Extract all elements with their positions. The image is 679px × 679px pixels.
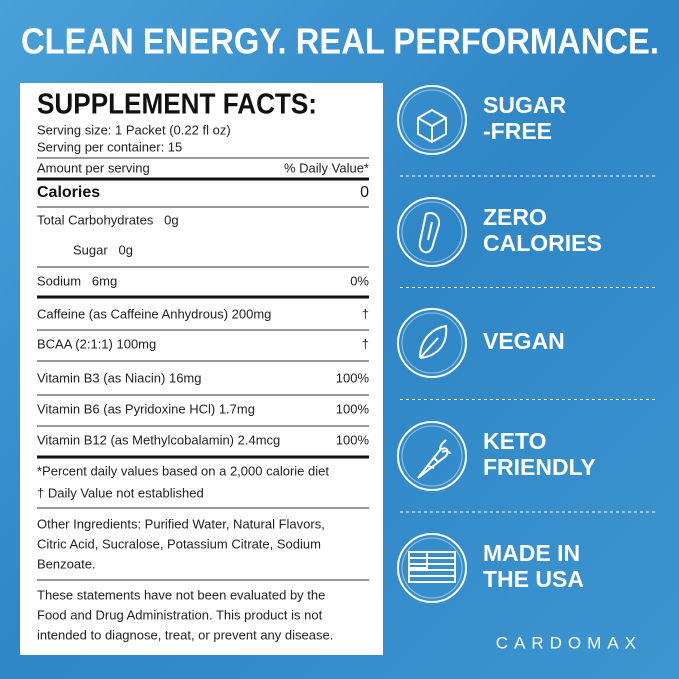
facts-title: SUPPLEMENT FACTS: <box>37 89 317 121</box>
fact-label: Vitamin B12 (as Methylcobalamin) 2.4mcg <box>37 432 280 447</box>
serving-size: Serving size: 1 Packet (0.22 fl oz) <box>37 122 231 137</box>
calories-label: Calories <box>37 184 100 201</box>
badge-circle <box>397 533 467 603</box>
badge-circle <box>397 308 467 378</box>
amount-label: Amount per serving <box>37 160 150 175</box>
brand: CARDOMAX <box>496 633 642 652</box>
dv-label: % Daily Value* <box>284 160 369 175</box>
fact-label: Vitamin B3 (as Niacin) 16mg <box>37 370 202 385</box>
badge-label: KETO <box>483 428 546 454</box>
fact-label: Vitamin B6 (as Pyridoxine HCl) 1.7mg <box>37 401 255 416</box>
fact-label: BCAA (2:1:1) 100mg <box>37 336 156 351</box>
badge-ring <box>401 425 463 487</box>
badge-ring <box>401 201 463 263</box>
badge-ring <box>401 312 463 374</box>
badge-ring <box>401 89 463 151</box>
badge-icon <box>417 108 447 144</box>
badge-label: THE USA <box>483 566 584 592</box>
badge-icon <box>408 551 456 583</box>
footnote: *Percent daily values based on a 2,000 c… <box>37 463 329 478</box>
badge-icon <box>418 212 440 254</box>
fact-value: 100% <box>336 401 370 416</box>
badge-circle <box>397 197 467 267</box>
headline: CLEAN ENERGY. REAL PERFORMANCE. <box>21 21 659 62</box>
badge-label: MADE IN <box>483 540 580 566</box>
footnote: † Daily Value not established <box>37 485 204 500</box>
fact-value: 100% <box>336 432 370 447</box>
servings: Serving per container: 15 <box>37 139 182 154</box>
badge-label: ZERO <box>483 204 547 230</box>
ingredients: Citric Acid, Sucralose, Potassium Citrat… <box>37 536 321 551</box>
fact-label: Total Carbohydrates 0g <box>37 212 179 227</box>
badge-label: CALORIES <box>483 230 602 256</box>
fact-value: † <box>362 336 369 351</box>
ingredients: Other Ingredients: Purified Water, Natur… <box>37 516 325 531</box>
disclaimer: intended to diagnose, treat, or prevent … <box>37 627 333 642</box>
disclaimer: These statements have not been evaluated… <box>37 587 325 602</box>
badge-icon <box>419 324 448 359</box>
fact-value: 0% <box>350 273 369 288</box>
badge-circle <box>397 421 467 491</box>
badge-icon <box>417 439 451 479</box>
badge-label: SUGAR <box>483 92 566 118</box>
fact-value: 100% <box>336 370 370 385</box>
fact-value: † <box>362 306 369 321</box>
badge-label: -FREE <box>483 118 552 144</box>
badge-ring <box>401 537 463 599</box>
facts: SUPPLEMENT FACTS:Serving size: 1 Packet … <box>37 89 370 642</box>
fact-label: Sugar 0g <box>73 242 133 257</box>
badge-label: VEGAN <box>483 328 565 354</box>
disclaimer: Food and Drug Administration. This produ… <box>37 607 323 622</box>
fact-label: Caffeine (as Caffeine Anhydrous) 200mg <box>37 306 271 321</box>
badge-label: FRIENDLY <box>483 454 596 480</box>
badge-circle <box>397 85 467 155</box>
calories-value: 0 <box>360 184 369 201</box>
ingredients: Benzoate. <box>37 556 96 571</box>
fact-label: Sodium 6mg <box>37 273 117 288</box>
